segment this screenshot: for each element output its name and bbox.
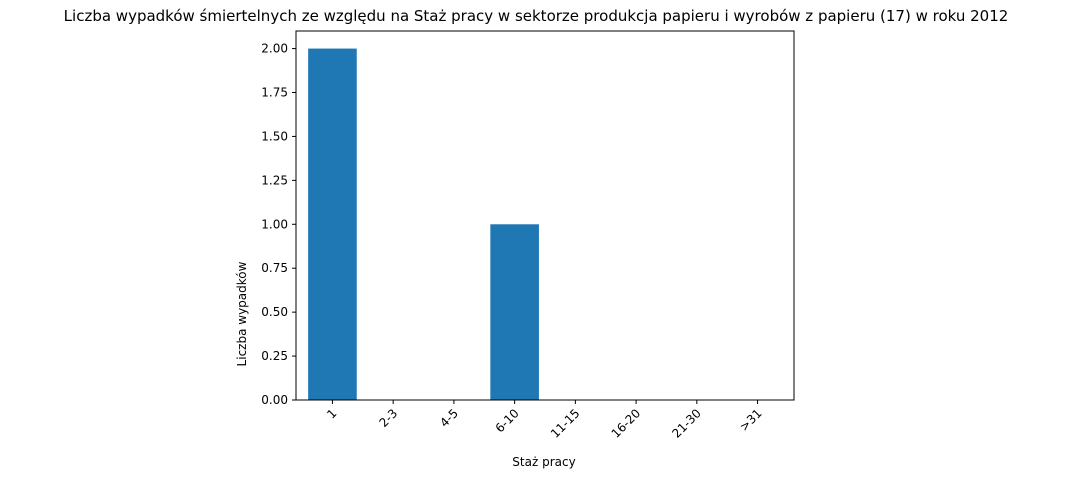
y-tick-label-8: 2.00	[261, 42, 288, 56]
y-axis: 0.00 0.25 0.50 0.75 1.00 1.25 1.50 1.75 2.00	[261, 42, 296, 407]
x-axis-label: Staż pracy	[512, 455, 575, 469]
x-tick-label-1: 2-3	[377, 406, 401, 430]
y-tick-label-1: 0.25	[261, 349, 288, 363]
y-tick-label-4: 1.00	[261, 217, 288, 231]
y-axis-label: Liczba wypadków	[235, 261, 249, 366]
bars-layer	[308, 48, 539, 400]
y-tick-label-2: 0.50	[261, 305, 288, 319]
bar-0	[308, 48, 357, 400]
x-tick-label-4: 11-15	[548, 406, 583, 441]
y-tick-label-3: 0.75	[261, 261, 288, 275]
y-tick-label-7: 1.75	[261, 86, 288, 100]
bar-3	[490, 224, 539, 400]
chart-title: Liczba wypadków śmiertelnych ze względu …	[64, 7, 1009, 25]
y-tick-label-5: 1.25	[261, 173, 288, 187]
x-axis: 1 2-3 4-5 6-10 11-15 16-20 21-30 >31	[324, 400, 765, 441]
y-tick-label-0: 0.00	[261, 393, 288, 407]
y-tick-label-6: 1.50	[261, 129, 288, 143]
plot-frame	[295, 30, 795, 401]
x-tick-label-3: 6-10	[493, 406, 522, 435]
x-tick-label-7: >31	[737, 406, 765, 434]
x-tick-label-5: 16-20	[609, 406, 644, 441]
x-tick-label-2: 4-5	[437, 406, 461, 430]
x-tick-label-6: 21-30	[669, 406, 704, 441]
x-tick-label-0: 1	[324, 406, 339, 421]
